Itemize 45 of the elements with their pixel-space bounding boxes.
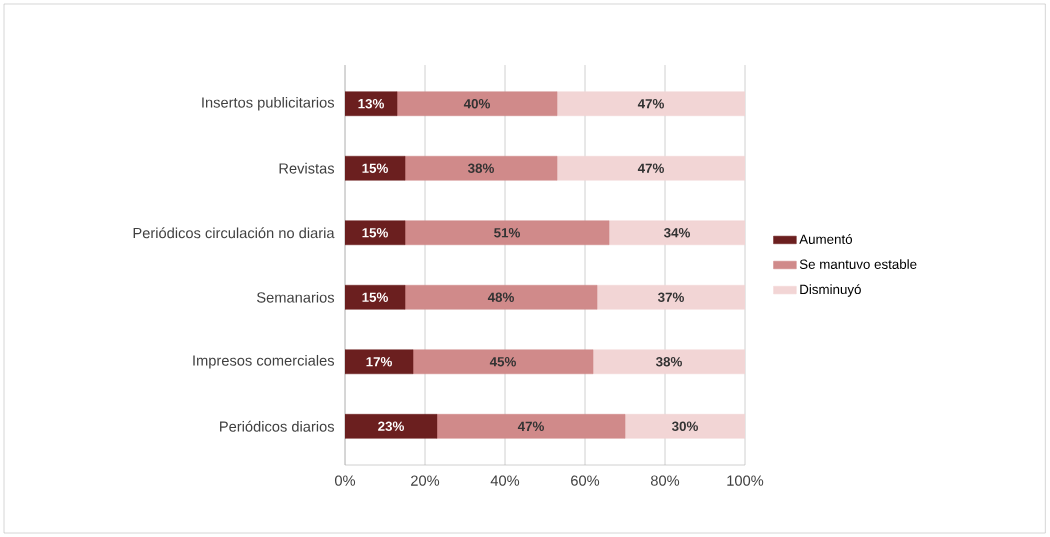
data-label: 15% xyxy=(362,228,388,238)
data-label: 17% xyxy=(366,357,392,367)
y-tick-label: Insertos publicitarios xyxy=(202,96,335,111)
y-tick-label: Periódicos circulación no diaria xyxy=(133,227,335,239)
data-label: 34% xyxy=(663,228,690,238)
x-tick-label: 20% xyxy=(411,475,440,486)
y-tick-label: Revistas xyxy=(279,162,335,174)
data-label: 13% xyxy=(358,99,384,109)
bar xyxy=(345,349,414,375)
data-label: 47% xyxy=(637,163,664,173)
bar xyxy=(345,220,406,246)
bar xyxy=(345,155,406,181)
y-tick-label: Impresos comerciales xyxy=(193,354,335,369)
data-label: 30% xyxy=(671,421,698,432)
data-label: 51% xyxy=(494,228,520,238)
data-label: 48% xyxy=(487,292,514,302)
y-tick-label: Semanarios xyxy=(257,291,335,303)
x-tick-label: 100% xyxy=(727,475,764,486)
legend-label: Se mantuvo estable xyxy=(799,259,917,269)
bar xyxy=(404,220,610,246)
data-label: 15% xyxy=(362,292,388,302)
y-tick-label: Periódicos diarios xyxy=(220,420,335,432)
data-label: 38% xyxy=(467,163,494,173)
bar xyxy=(404,285,598,310)
bar xyxy=(396,91,558,116)
data-label: 45% xyxy=(489,357,516,367)
data-label: 23% xyxy=(378,421,404,432)
x-tick-label: 40% xyxy=(490,475,520,486)
x-tick-label: 60% xyxy=(571,475,600,486)
bar xyxy=(345,285,406,310)
bar xyxy=(436,414,626,439)
data-label: 38% xyxy=(655,357,682,367)
data-label: 15% xyxy=(362,163,388,173)
bar xyxy=(404,155,558,181)
data-label: 47% xyxy=(517,421,544,431)
x-tick-label: 80% xyxy=(650,475,680,486)
data-label: 47% xyxy=(637,99,664,109)
data-label: 40% xyxy=(463,99,490,109)
bar xyxy=(345,91,398,116)
data-label: 37% xyxy=(657,292,684,302)
x-tick-label: 0% xyxy=(334,475,356,486)
bar xyxy=(345,414,438,439)
bar xyxy=(412,349,594,375)
legend-label: Disminuyó xyxy=(800,284,861,297)
legend-label: Aumentó xyxy=(799,234,853,244)
